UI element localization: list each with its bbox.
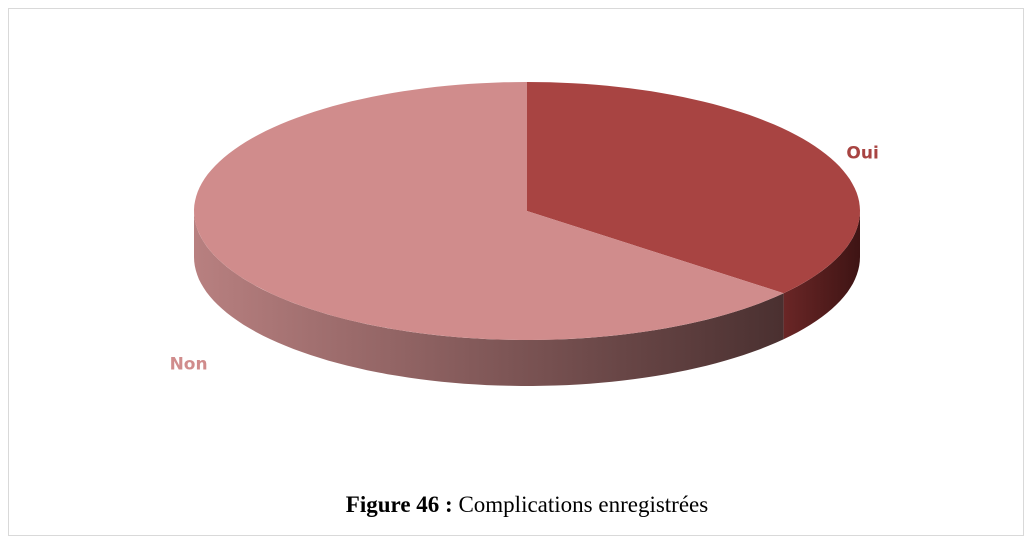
caption-label: Figure 46 : bbox=[346, 492, 453, 517]
pie bbox=[194, 82, 860, 386]
slice-label: Oui bbox=[846, 143, 878, 163]
slice bbox=[194, 82, 784, 340]
slice-label: Non bbox=[170, 355, 208, 375]
caption: Figure 46 : Complications enregistrées bbox=[346, 492, 708, 517]
slice-side bbox=[194, 211, 784, 386]
slice-side bbox=[783, 211, 860, 340]
slice bbox=[527, 82, 860, 294]
caption-text: Complications enregistrées bbox=[458, 492, 708, 517]
